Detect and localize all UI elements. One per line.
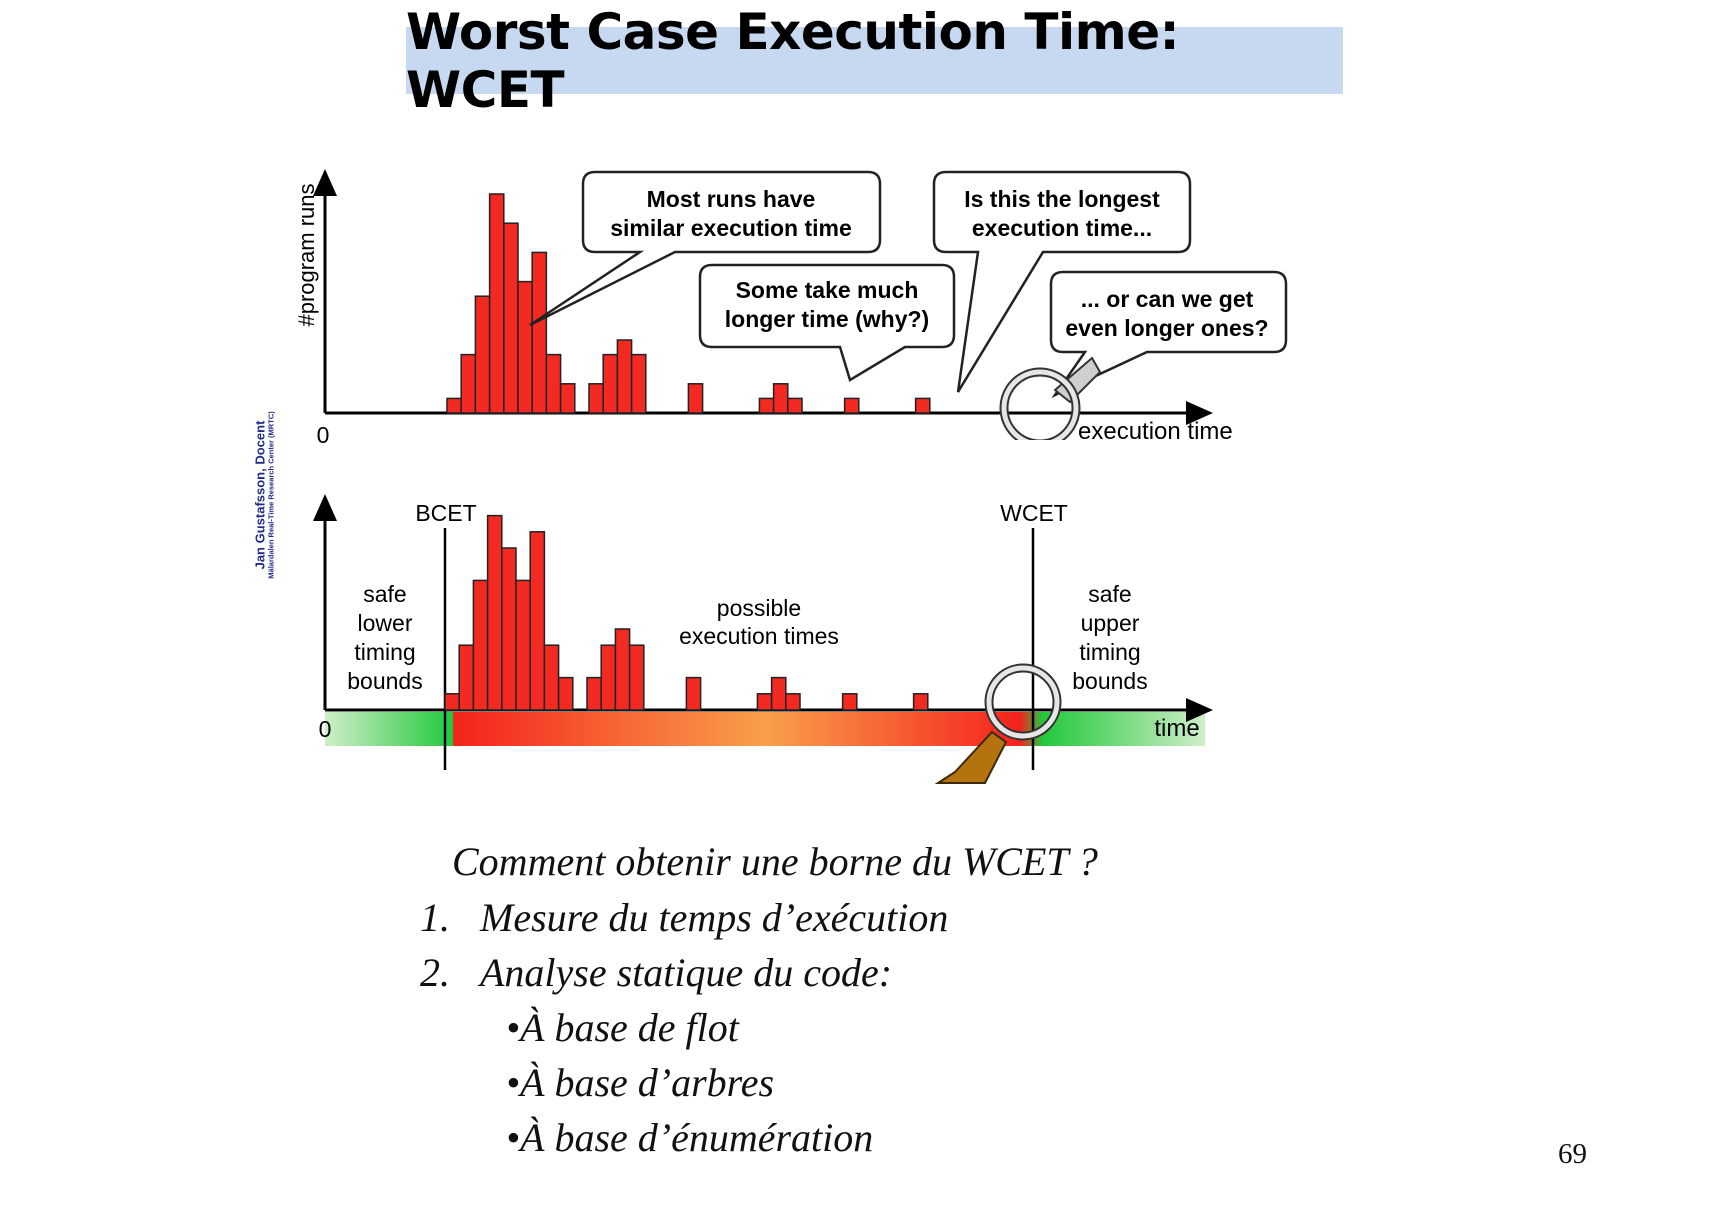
top-histogram-bar: [787, 397, 803, 414]
item-1: 1. Mesure du temps d’exécution: [420, 894, 948, 941]
callout-most-runs: Most runs have similar execution time: [529, 170, 882, 327]
callout-even-longer: ... or can we get even longer ones?: [1049, 270, 1288, 399]
top-histogram-bar: [758, 397, 775, 414]
top-histogram-bar: [460, 353, 477, 414]
top-x-axis-label: execution time: [1078, 418, 1233, 445]
item-2-label: Analyse statique du code:: [480, 950, 893, 995]
top-histogram-bar: [843, 397, 860, 414]
slide-title-box: Worst Case Execution Time: WCET: [406, 3, 1343, 119]
top-histogram-bar: [687, 383, 704, 414]
bottom-histogram-bar: [444, 693, 460, 711]
bottom-histogram-bar: [756, 693, 773, 711]
top-y-axis-label: #program runs: [294, 183, 319, 326]
bottom-histogram-bar: [501, 547, 517, 711]
top-histogram-bar: [772, 383, 789, 414]
wcet-label: WCET: [1000, 500, 1068, 526]
top-histogram-bar: [588, 383, 604, 414]
top-histogram-bar: [531, 251, 548, 414]
safe-lower-bounds-label: safe lower timing bounds: [347, 581, 422, 694]
bottom-histogram-bar: [586, 676, 602, 711]
bottom-histogram-bar: [685, 676, 702, 711]
top-histogram-bar: [503, 222, 519, 414]
question: Comment obtenir une borne du WCET ?: [452, 839, 1098, 884]
top-histogram-bar: [559, 383, 576, 414]
bottom-histogram-bar: [600, 644, 617, 711]
bottom-histogram-bar: [557, 676, 574, 711]
item-1-number: 1.: [420, 895, 450, 940]
possible-execution-times-label: possible execution times: [679, 595, 839, 649]
bottom-histogram-bar: [614, 628, 631, 711]
bcet-label: BCET: [415, 500, 476, 526]
top-histogram-bar: [517, 280, 533, 414]
top-histogram-bar: [602, 353, 619, 414]
slide-title: Worst Case Execution Time: WCET: [406, 2, 1180, 119]
magnifier-handle-icon: [934, 663, 1062, 784]
magnifier-icon: [980, 356, 1102, 470]
top-origin-label: 0: [317, 422, 330, 448]
page-number: 69: [1558, 1138, 1587, 1170]
subitem-enumeration: •À base d’énumération: [506, 1115, 874, 1160]
bottom-histogram-bar: [785, 693, 801, 711]
wcet-diagram: 0 execution time #program runs Most runs…: [294, 169, 1288, 784]
item-2-number: 2.: [420, 950, 450, 995]
top-histogram-bar: [630, 353, 647, 414]
top-histogram-bar: [488, 193, 505, 414]
bottom-histogram-bar: [529, 531, 546, 711]
callout-even-longer-text: ... or can we get even longer ones?: [1065, 286, 1268, 341]
top-histogram-bar: [914, 397, 931, 414]
item-1-label: Mesure du temps d’exécution: [480, 895, 949, 940]
bottom-histogram-bar: [472, 579, 489, 711]
callout-longest-text: Is this the longest execution time...: [964, 186, 1160, 241]
callout-some-take-longer-text: Some take much longer time (why?): [725, 277, 929, 332]
bottom-histogram-bar: [912, 693, 929, 711]
bottom-histogram-bar: [543, 644, 560, 711]
bottom-histogram-bar: [486, 514, 503, 711]
subitem-flot: •À base de flot: [506, 1005, 739, 1050]
subitem-enumeration-label: À base d’énumération: [520, 1115, 874, 1160]
bottom-histogram-bar: [841, 693, 858, 711]
top-histogram-bar: [616, 339, 633, 414]
callout-most-runs-text: Most runs have similar execution time: [610, 186, 852, 241]
bottom-histogram-bar: [628, 644, 645, 711]
callout-some-take-longer: Some take much longer time (why?): [698, 263, 956, 382]
top-histogram-bar: [545, 353, 562, 414]
bottom-histogram-bar: [770, 676, 787, 711]
safe-upper-bounds-label: safe upper timing bounds: [1072, 581, 1147, 694]
top-histogram: [446, 193, 931, 414]
timing-bar: [325, 712, 1205, 746]
subitem-flot-label: À base de flot: [520, 1005, 739, 1050]
item-2: 2. Analyse statique du code:: [420, 949, 892, 996]
top-histogram-bar: [474, 295, 491, 414]
callout-longest: Is this the longest execution time...: [932, 170, 1192, 393]
bottom-histogram-bar: [515, 579, 531, 711]
top-histogram-bar: [446, 397, 462, 414]
bottom-histogram-bar: [458, 644, 475, 711]
bottom-origin-label: 0: [319, 716, 332, 742]
subitem-arbres-label: À base d’arbres: [520, 1060, 775, 1105]
bottom-x-axis-label: time: [1154, 715, 1199, 742]
subitem-arbres: •À base d’arbres: [506, 1060, 775, 1105]
bottom-histogram: [444, 514, 929, 711]
